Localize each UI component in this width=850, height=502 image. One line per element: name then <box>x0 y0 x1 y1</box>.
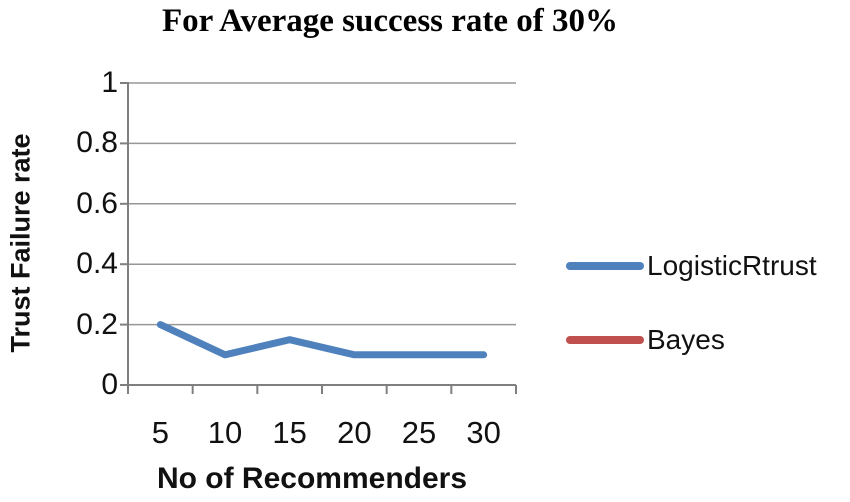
y-axis-title: Trust Failure rate <box>5 133 36 353</box>
x-axis-title: No of Recommenders <box>156 462 468 495</box>
y-tick-label: 0.4 <box>76 247 118 281</box>
x-tick-label: 25 <box>401 415 437 450</box>
legend-label: LogisticRtrust <box>647 250 817 281</box>
legend-swatch-icon <box>566 262 644 270</box>
legend-item-Bayes: Bayes <box>566 322 817 358</box>
x-tick-label: 5 <box>151 415 169 450</box>
legend-swatch-icon <box>566 336 644 344</box>
y-tick-label: 0.6 <box>76 186 118 220</box>
series-line-LogisticRtrust <box>156 321 488 359</box>
y-tick-label: 0 <box>101 368 118 401</box>
axis-lines <box>120 83 516 394</box>
data-series <box>156 321 488 359</box>
legend-label: Bayes <box>647 324 725 355</box>
x-tick-label: 10 <box>207 415 243 450</box>
legend: LogisticRtrust Bayes <box>566 248 817 358</box>
y-tick-label: 0.8 <box>76 126 118 160</box>
legend-item-LogisticRtrust: LogisticRtrust <box>566 248 817 284</box>
y-tick-label: 1 <box>101 66 118 99</box>
x-tick-label: 20 <box>337 415 372 450</box>
chart-title: For Average success rate of 30% <box>161 3 619 39</box>
x-tick-label: 15 <box>272 415 307 450</box>
gridlines <box>128 82 516 326</box>
x-tick-label: 30 <box>466 415 501 450</box>
y-tick-label: 0.2 <box>76 307 118 341</box>
